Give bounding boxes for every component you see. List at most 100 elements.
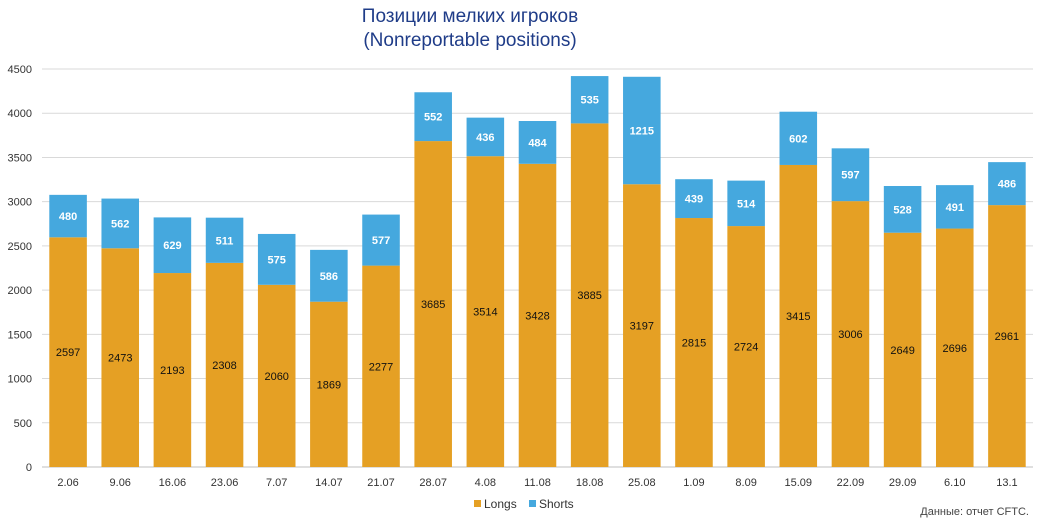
bar-longs: [362, 265, 400, 467]
x-tick-label: 22.09: [837, 477, 865, 489]
bar-longs: [414, 141, 452, 468]
data-label-longs: 2473: [108, 353, 132, 365]
data-label-longs: 2597: [56, 347, 80, 359]
y-tick-label: 0: [26, 462, 32, 474]
y-tick-label: 4000: [8, 108, 32, 120]
x-tick-label: 23.06: [211, 477, 239, 489]
data-label-longs: 3006: [838, 329, 862, 341]
bar-longs: [518, 163, 557, 467]
data-label-shorts: 528: [893, 204, 911, 216]
x-tick-label: 14.07: [315, 477, 343, 489]
data-label-shorts: 535: [580, 95, 598, 107]
chart-title: Позиции мелких игроков: [361, 6, 579, 27]
x-tick-label: 2.06: [57, 477, 78, 489]
data-label-shorts: 484: [528, 137, 547, 149]
data-label-longs: 3415: [786, 311, 810, 323]
bar-shorts: [153, 217, 192, 274]
data-label-shorts: 597: [841, 170, 859, 182]
data-label-shorts: 577: [372, 235, 390, 247]
y-tick-label: 3000: [8, 197, 32, 209]
bar-longs: [466, 156, 505, 467]
y-tick-label: 4500: [8, 64, 32, 76]
x-tick-label: 9.06: [110, 477, 131, 489]
bar-longs: [49, 237, 87, 467]
x-tick-label: 25.08: [628, 477, 656, 489]
bar-longs: [623, 184, 661, 468]
bar-shorts: [623, 76, 661, 185]
data-label-longs: 3428: [525, 310, 549, 322]
bar-shorts: [414, 92, 452, 142]
data-label-shorts: 511: [216, 235, 234, 247]
y-tick-label: 500: [14, 418, 32, 430]
x-tick-label: 21.07: [367, 477, 395, 489]
bar-shorts: [205, 217, 244, 263]
data-label-longs: 3197: [630, 321, 654, 333]
bar-shorts: [727, 180, 765, 227]
data-label-shorts: 602: [789, 133, 807, 145]
x-tick-label: 8.09: [735, 477, 756, 489]
data-label-shorts: 629: [163, 240, 181, 252]
bar-shorts: [466, 117, 505, 157]
source-note: Данные: отчет CFTC.: [920, 506, 1029, 518]
data-label-longs: 3685: [421, 299, 445, 311]
bar-shorts: [518, 121, 557, 164]
bar-longs: [310, 301, 348, 467]
x-tick-label: 1.09: [683, 477, 704, 489]
data-label-shorts: 552: [424, 112, 442, 124]
bar-shorts: [779, 111, 818, 165]
x-tick-label: 15.09: [785, 477, 813, 489]
bar-shorts: [570, 76, 609, 124]
data-label-longs: 2277: [369, 361, 393, 373]
data-label-longs: 1869: [317, 379, 341, 391]
bar-longs: [205, 262, 244, 467]
legend-swatch: [529, 500, 536, 507]
data-label-longs: 3885: [577, 290, 601, 302]
data-label-longs: 2649: [890, 345, 914, 357]
bar-longs: [935, 228, 974, 467]
data-label-longs: 2060: [264, 371, 288, 383]
data-label-shorts: 480: [59, 211, 77, 223]
data-label-longs: 2193: [160, 365, 184, 377]
bar-longs: [153, 273, 192, 467]
chart-subtitle: (Nonreportable positions): [363, 30, 577, 51]
bar-longs: [101, 248, 140, 467]
legend-label: Shorts: [539, 497, 574, 511]
data-label-longs: 2724: [734, 342, 758, 354]
data-label-shorts: 1215: [630, 126, 654, 138]
bar-longs: [675, 218, 713, 467]
data-label-longs: 2308: [212, 360, 236, 372]
x-tick-label: 7.07: [266, 477, 287, 489]
x-tick-label: 4.08: [475, 477, 496, 489]
data-label-shorts: 562: [111, 218, 129, 230]
bar-shorts: [883, 186, 922, 233]
bar-shorts: [49, 194, 87, 238]
bar-longs: [988, 205, 1026, 467]
x-tick-label: 18.08: [576, 477, 604, 489]
bar-shorts: [101, 198, 140, 249]
x-tick-label: 6.10: [944, 477, 965, 489]
data-label-shorts: 436: [476, 132, 494, 144]
data-label-longs: 2815: [682, 338, 706, 350]
bar-longs: [570, 123, 609, 467]
y-tick-label: 1000: [8, 374, 32, 386]
data-label-shorts: 491: [946, 202, 964, 214]
bar-shorts: [257, 233, 296, 285]
y-tick-label: 2000: [8, 285, 32, 297]
data-label-shorts: 514: [737, 198, 756, 210]
bar-longs: [779, 164, 818, 467]
x-tick-label: 29.09: [889, 477, 917, 489]
data-label-shorts: 439: [685, 194, 703, 206]
legend-swatch: [474, 500, 481, 507]
bar-longs: [257, 284, 296, 467]
x-tick-label: 28.07: [419, 477, 447, 489]
bar-shorts: [831, 148, 870, 202]
legend-label: Longs: [484, 497, 517, 511]
data-label-shorts: 586: [320, 271, 338, 283]
bar-shorts: [988, 162, 1026, 206]
y-tick-label: 3500: [8, 152, 32, 164]
x-tick-label: 16.06: [159, 477, 187, 489]
bar-longs: [883, 232, 922, 467]
data-label-longs: 2961: [995, 331, 1019, 343]
x-tick-label: 11.08: [524, 477, 551, 489]
